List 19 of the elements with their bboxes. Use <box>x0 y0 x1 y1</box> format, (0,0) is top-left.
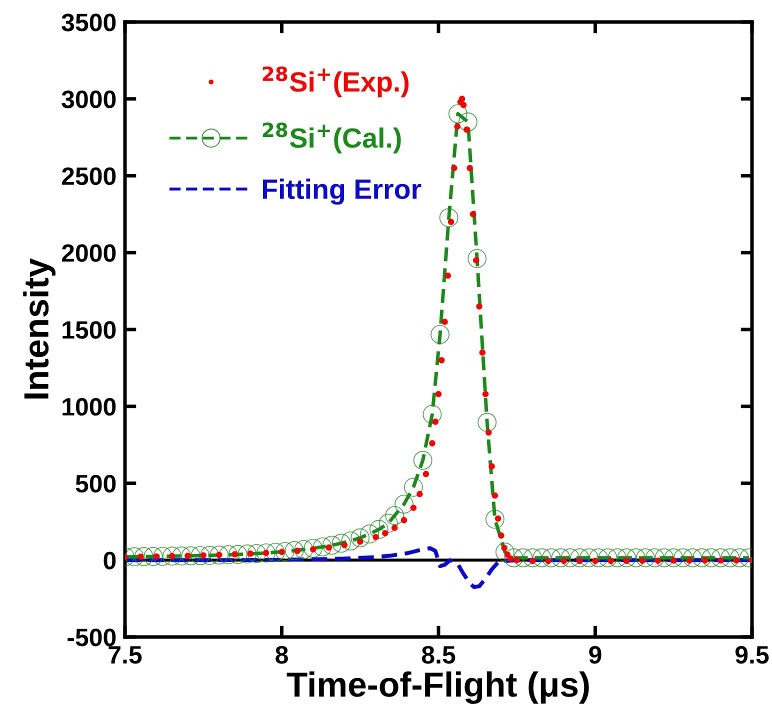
y-axis-title: Intensity <box>23 258 56 399</box>
legend-label: Fitting Error <box>262 178 422 205</box>
y-tick-label: 0 <box>104 552 116 570</box>
y-tick-label: 1000 <box>62 398 116 416</box>
x-tick-label: 9 <box>589 646 602 664</box>
y-tick-label: 2500 <box>62 167 116 186</box>
y-tick-label: 500 <box>76 474 116 493</box>
y-tick-label: 3500 <box>62 14 116 32</box>
x-tick-label: 8.5 <box>422 646 456 664</box>
legend-label: $^{28}$Si$^{+}$(Exp.) <box>262 66 409 98</box>
x-tick-label: 8 <box>276 646 288 664</box>
x-tick-label: 9.5 <box>735 646 769 664</box>
y-tick-label: 2000 <box>62 244 116 262</box>
y-tick-label: -500 <box>68 628 116 646</box>
y-tick-label: 3000 <box>62 90 116 108</box>
x-axis-title: Time-of-Flight (μs) <box>286 671 589 704</box>
x-tick-label: 7.5 <box>108 646 142 664</box>
y-tick-label: 1500 <box>62 321 116 339</box>
legend-label: $^{28}$Si$^{+}$(Cal.) <box>262 122 401 154</box>
